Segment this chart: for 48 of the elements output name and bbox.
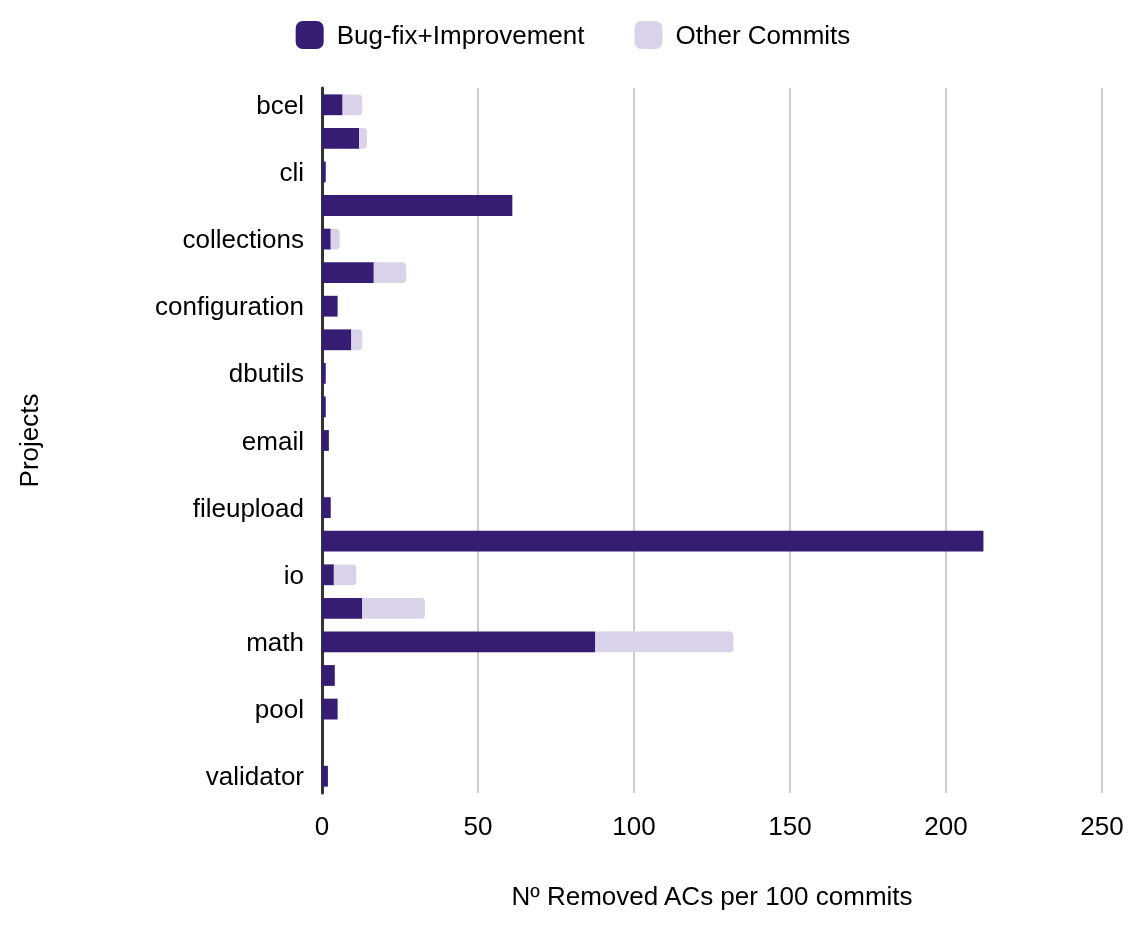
legend-label: Bug-fix+Improvement (336, 20, 586, 50)
legend-label: Other Commits (675, 20, 851, 50)
y-tick-label: validator (205, 761, 305, 792)
x-axis-title: Nº Removed ACs per 100 commits (511, 881, 913, 911)
bar (322, 362, 326, 384)
y-tick-label: dbutils (228, 358, 304, 389)
y-tick-label: fileupload (192, 492, 304, 523)
y-tick-label: cli (279, 156, 304, 187)
y-tick-label: io (283, 559, 304, 590)
bar (322, 631, 596, 653)
bar (333, 564, 357, 586)
bar (322, 94, 343, 116)
bar (322, 396, 326, 418)
bar (359, 127, 367, 149)
bar (322, 698, 338, 720)
bar (322, 127, 360, 149)
y-tick-label: configuration (155, 291, 304, 322)
y-tick-label: collections (182, 224, 304, 255)
bar (322, 295, 338, 317)
y-tick-label: bcel (256, 89, 304, 120)
bar (322, 161, 326, 183)
x-tick-label: 200 (924, 811, 968, 841)
bar (322, 564, 334, 586)
x-tick-label: 50 (463, 811, 493, 841)
bar (322, 262, 374, 284)
bar (322, 195, 513, 216)
bar (373, 262, 407, 284)
bar (322, 665, 335, 686)
y-tick-label: pool (254, 694, 304, 725)
x-tick-label: 100 (612, 811, 656, 841)
bar (322, 497, 331, 519)
bar (351, 329, 363, 351)
bar (322, 597, 363, 619)
bar (342, 94, 363, 116)
bar (322, 228, 331, 250)
y-tick-label: math (246, 626, 304, 657)
x-tick-label: 250 (1080, 811, 1124, 841)
bar (362, 597, 425, 619)
bar (330, 228, 340, 250)
bar (595, 631, 734, 653)
x-tick-label: 150 (768, 811, 812, 841)
y-axis-title: Projects (14, 393, 44, 488)
bar (322, 329, 352, 351)
y-tick-label: email (241, 425, 304, 456)
bar (322, 530, 984, 552)
x-tick-label: 0 (314, 811, 330, 841)
bar (322, 765, 328, 787)
bar (322, 430, 329, 451)
